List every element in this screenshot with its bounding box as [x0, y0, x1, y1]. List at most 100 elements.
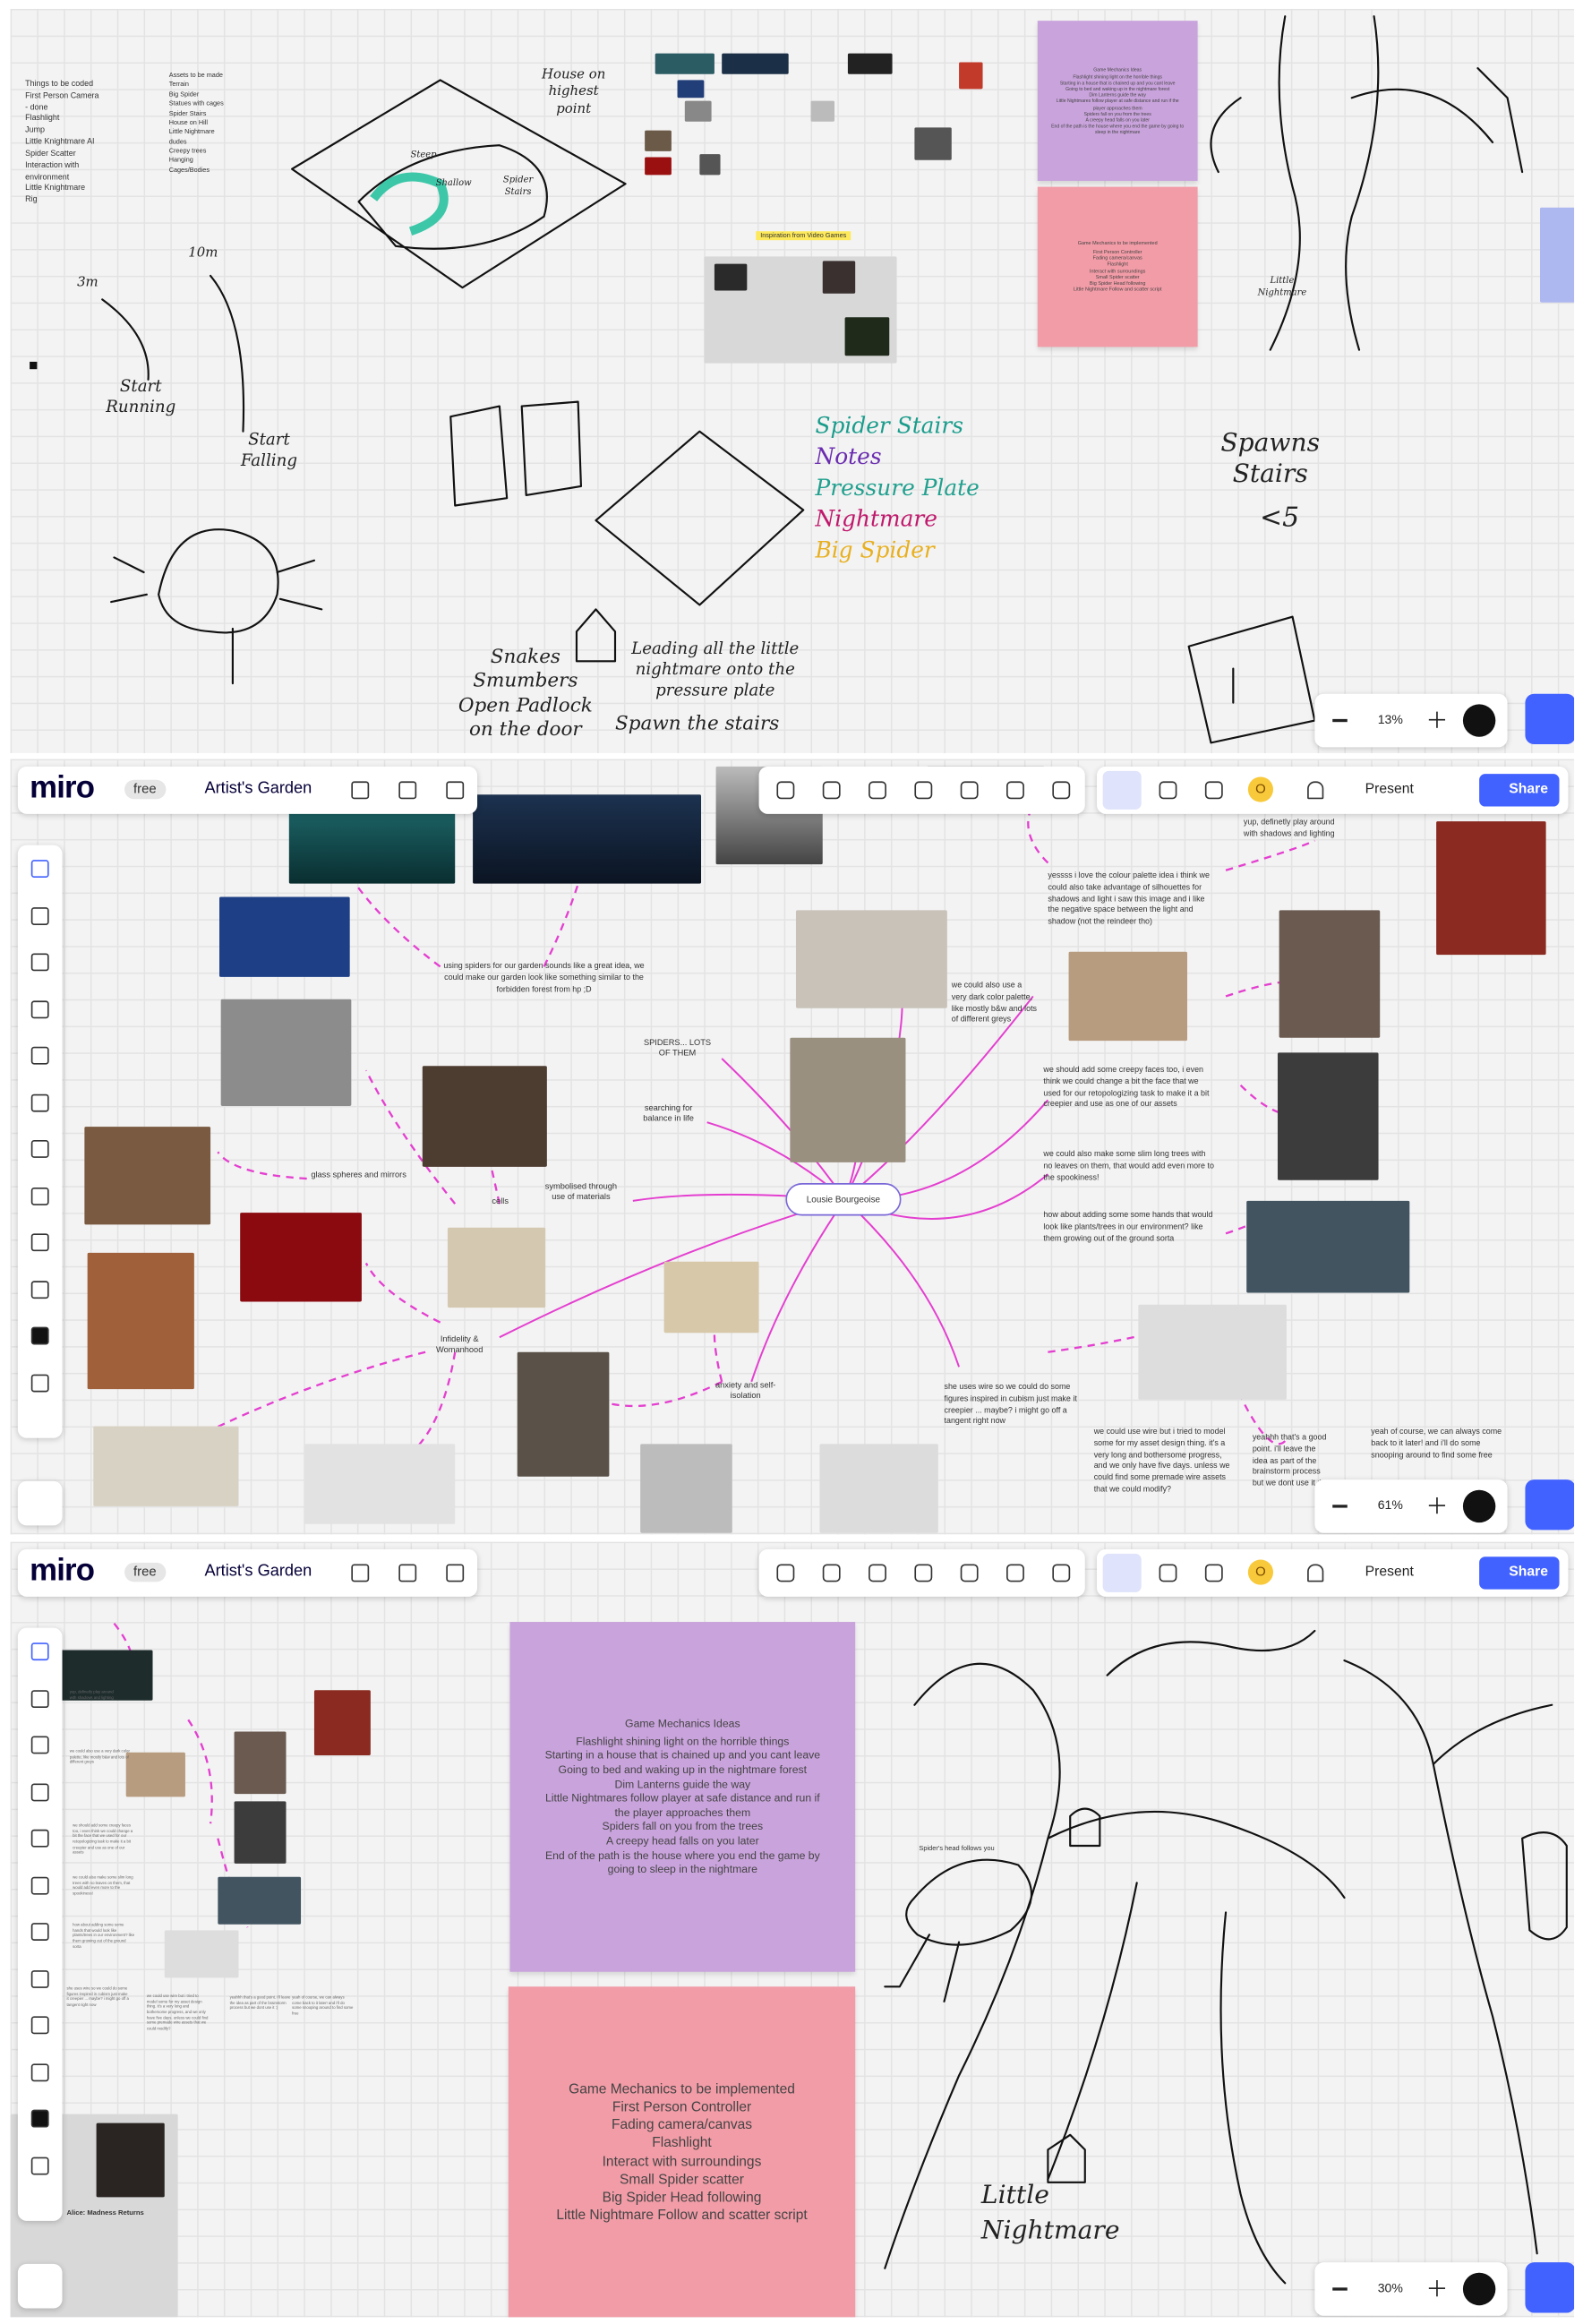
list-item: environment [25, 173, 70, 182]
handwritten-note: Spawn the stairs [615, 713, 780, 736]
tool-button[interactable] [30, 1140, 49, 1158]
tool-button[interactable] [30, 1233, 49, 1252]
tool-button[interactable] [30, 1875, 49, 1894]
tool-button[interactable] [30, 1736, 49, 1754]
ai-button[interactable] [1525, 1479, 1575, 1531]
tool-button[interactable] [30, 1280, 49, 1299]
icon-button[interactable] [1204, 1564, 1223, 1582]
share-button[interactable]: Share [1479, 774, 1561, 807]
icon-button[interactable] [398, 781, 417, 800]
notification-button[interactable] [1307, 781, 1324, 800]
icon-button[interactable] [822, 781, 841, 800]
logo: miro [30, 1553, 95, 1588]
zoom-in[interactable] [1428, 1496, 1446, 1514]
tool-button[interactable] [30, 1782, 49, 1801]
mindmap-node: searching for balance in life [643, 1104, 695, 1124]
icon-button[interactable] [776, 1564, 795, 1582]
list-item: Flashlight [25, 115, 60, 124]
map-path [370, 172, 449, 236]
icon-button[interactable] [1052, 781, 1071, 800]
zoom-in[interactable] [1428, 711, 1446, 728]
icon-button[interactable] [1159, 1564, 1177, 1582]
tool-button[interactable] [30, 1969, 49, 1988]
comment: we could also make some slim long trees … [1043, 1150, 1217, 1183]
ai-button[interactable] [1525, 693, 1575, 745]
handwritten-note: Spider Stairs [502, 175, 536, 197]
tool-button[interactable] [30, 906, 49, 925]
frames-button[interactable] [17, 1480, 63, 1526]
icon-button[interactable] [1052, 1564, 1071, 1582]
little-nightmare-sketch [1047, 2133, 1086, 2183]
icon-button[interactable] [914, 1564, 933, 1582]
help-button[interactable] [1462, 704, 1496, 737]
frames-button[interactable] [17, 2263, 63, 2309]
sticky-line: End of the path is the house where you e… [544, 1848, 820, 1876]
tool-button[interactable] [30, 1093, 49, 1111]
tool-button[interactable] [30, 1187, 49, 1205]
comment: yup, definetly play around with shadows … [69, 1690, 115, 1701]
select-tool[interactable] [1102, 770, 1142, 810]
comment: we could also use a very dark color pale… [69, 1749, 132, 1765]
icon-button[interactable] [914, 781, 933, 800]
notification-button[interactable] [1307, 1564, 1324, 1582]
ai-button[interactable] [1525, 2262, 1575, 2313]
present-button[interactable]: Present [1365, 1564, 1414, 1581]
sticky-line: End of the path is the house where you e… [1051, 122, 1185, 134]
icon-button[interactable] [398, 1564, 417, 1582]
sticky-note-edge [1539, 207, 1575, 303]
sketches [101, 15, 1524, 744]
image-thumbnail [447, 1227, 546, 1308]
tool-button[interactable] [30, 1829, 49, 1848]
icon-button[interactable] [351, 1564, 370, 1582]
legend-item: Nightmare [815, 505, 937, 533]
tool-button[interactable] [30, 999, 49, 1018]
sticky-line: Interact with surroundings [1089, 267, 1146, 274]
tool-button[interactable] [30, 2156, 49, 2174]
icon-button[interactable] [1006, 781, 1024, 800]
comment: how about adding some some hands that wo… [1043, 1211, 1215, 1244]
share-button[interactable]: Share [1479, 1556, 1561, 1590]
icon-button[interactable] [776, 781, 795, 800]
icon-button[interactable] [960, 781, 979, 800]
tool-button[interactable] [30, 1373, 49, 1392]
icon-button[interactable] [960, 1564, 979, 1582]
icon-button[interactable] [1006, 1564, 1024, 1582]
tool-button[interactable] [30, 2109, 49, 2128]
icon-button[interactable] [869, 1564, 886, 1582]
zoom-control: 13% [1314, 693, 1508, 748]
zoom-out[interactable] [1332, 718, 1348, 722]
tool-button[interactable] [30, 1326, 49, 1345]
help-button[interactable] [1462, 2272, 1496, 2306]
tool-button[interactable] [30, 860, 49, 879]
tool-button[interactable] [30, 2062, 49, 2081]
icon-button[interactable] [1204, 781, 1223, 800]
image-thumbnail [1138, 1304, 1287, 1400]
tool-button[interactable] [30, 1689, 49, 1708]
select-tool[interactable] [1102, 1553, 1142, 1592]
image-thumbnail [819, 1444, 938, 1533]
icon-button[interactable] [446, 1564, 465, 1582]
help-button[interactable] [1462, 1489, 1496, 1523]
list-item: Spider Scatter [25, 150, 76, 159]
icon-button[interactable] [446, 781, 465, 800]
tool-button[interactable] [30, 2016, 49, 2035]
tool-button[interactable] [30, 953, 49, 972]
zoom-in[interactable] [1428, 2280, 1446, 2297]
present-button[interactable]: Present [1365, 781, 1414, 798]
tool-button[interactable] [30, 1046, 49, 1065]
icon-button[interactable] [869, 781, 886, 800]
sticky-line: First Person Controller [1092, 248, 1142, 255]
handwritten-note: House on highest point [541, 68, 611, 116]
icon-button[interactable] [351, 781, 370, 800]
icon-button[interactable] [1159, 781, 1177, 800]
zoom-out[interactable] [1332, 1505, 1348, 1507]
tool-button[interactable] [30, 1923, 49, 1941]
image-thumbnail [722, 53, 789, 74]
inspiration-label: Inspiration from Video Games [756, 231, 851, 240]
image-thumbnail [790, 1037, 906, 1162]
icon-button[interactable] [822, 1564, 841, 1582]
comment: yup, definetly play around with shadows … [1243, 818, 1338, 839]
tool-button[interactable] [30, 1642, 49, 1661]
zoom-out[interactable] [1332, 2287, 1348, 2290]
comment: we could also use a very dark color pale… [951, 981, 1040, 1025]
